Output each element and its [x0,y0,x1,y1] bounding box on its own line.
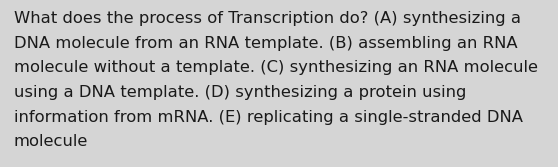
Text: molecule: molecule [14,134,88,149]
Text: information from mRNA. (E) replicating a single-stranded DNA: information from mRNA. (E) replicating a… [14,110,523,125]
Text: using a DNA template. (D) synthesizing a protein using: using a DNA template. (D) synthesizing a… [14,85,466,100]
Text: What does the process of Transcription do? (A) synthesizing a: What does the process of Transcription d… [14,11,521,26]
Text: DNA molecule from an RNA template. (B) assembling an RNA: DNA molecule from an RNA template. (B) a… [14,36,518,51]
Text: molecule without a template. (C) synthesizing an RNA molecule: molecule without a template. (C) synthes… [14,60,538,75]
